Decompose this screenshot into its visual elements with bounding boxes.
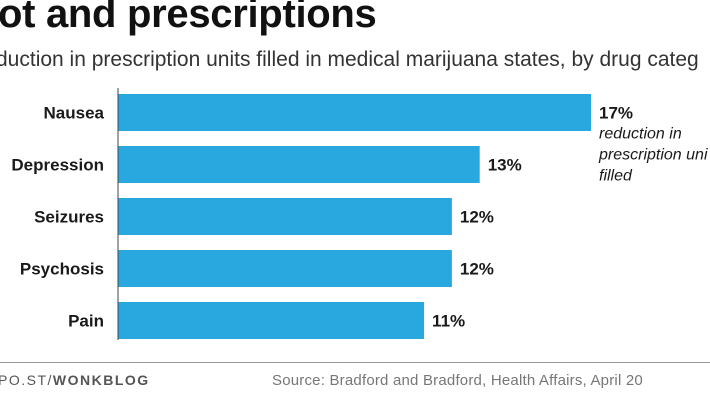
annotation-line-2: prescription uni [598,147,708,164]
category-label-depression: Depression [11,156,104,175]
chart-title: ot and prescriptions [0,0,377,36]
annotation-line-1: reduction in [599,126,682,143]
bar-nausea [118,94,591,131]
category-label-nausea: Nausea [44,104,105,123]
value-label-depression: 13% [488,156,522,175]
category-label-psychosis: Psychosis [20,260,104,279]
bar-seizures [118,198,452,235]
credit-prefix: PO.ST/ [0,372,53,388]
credit-brand: WONKBLOG [52,372,150,388]
value-label-psychosis: 12% [460,260,494,279]
bar-depression [118,146,480,183]
annotation-line-3: filled [599,168,633,185]
value-label-pain: 11% [432,312,465,331]
bar-pain [118,302,425,339]
value-label-nausea: 17% [599,104,633,123]
category-label-seizures: Seizures [34,208,104,227]
value-label-seizures: 12% [460,208,494,227]
footer-divider [0,362,710,363]
source-note: Source: Bradford and Bradford, Health Af… [272,372,643,389]
credit-line: PO.ST/WONKBLOG [0,372,150,388]
chart-subtitle: duction in prescription units filled in … [0,48,699,71]
bar-psychosis [118,250,452,287]
category-label-pain: Pain [68,312,104,331]
